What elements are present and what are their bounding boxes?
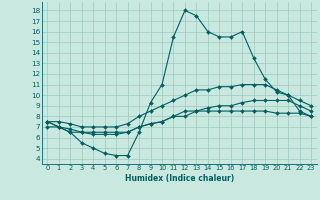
X-axis label: Humidex (Indice chaleur): Humidex (Indice chaleur) bbox=[124, 174, 234, 183]
